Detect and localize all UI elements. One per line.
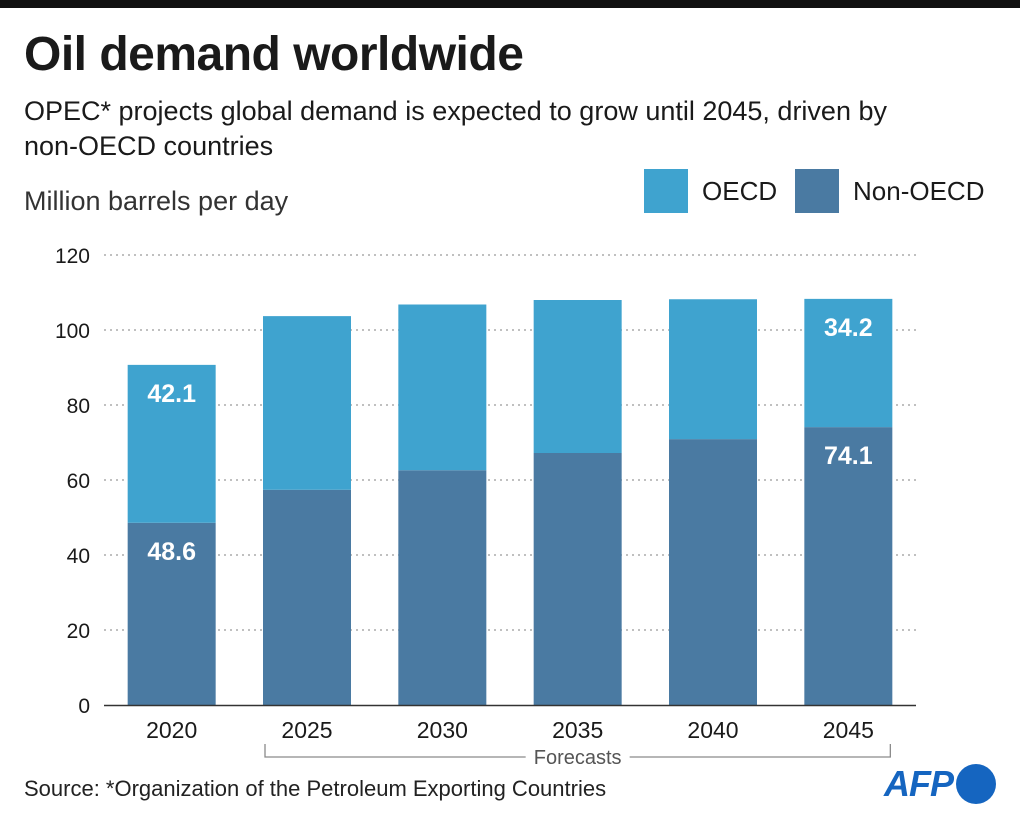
y-tick-label: 120: [55, 245, 90, 268]
bar-non-oecd-2035: [533, 453, 622, 705]
bar-oecd-2040: [669, 299, 757, 440]
legend-swatch-oecd: [644, 169, 688, 213]
y-tick-label: 40: [67, 545, 90, 568]
afp-logo-text: AFP: [884, 763, 954, 804]
forecast-bracket-right: [629, 744, 891, 758]
legend-item-oecd: OECD: [644, 168, 777, 214]
y-tick-label: 0: [78, 695, 90, 718]
bar-oecd-2020: [127, 364, 216, 523]
forecast-bracket-left: [264, 744, 526, 758]
y-tick-label: 20: [67, 620, 90, 643]
y-tick-label: 100: [55, 320, 90, 343]
bar-non-oecd-2025: [263, 489, 351, 705]
bar-oecd-2030: [398, 304, 487, 471]
bar-non-oecd-2030: [398, 470, 487, 705]
bar-oecd-2045: [804, 298, 893, 428]
legend-label-non-oecd: Non-OECD: [853, 175, 985, 206]
afp-logo-dot-icon: [956, 764, 996, 804]
bar-non-oecd-2045: [804, 427, 893, 705]
legend-item-non-oecd: Non-OECD: [795, 168, 984, 214]
forecast-label: Forecasts: [534, 747, 622, 769]
data-label: 42.1: [147, 380, 196, 408]
legend-label-oecd: OECD: [702, 175, 778, 206]
chart-title: Oil demand worldwide: [24, 28, 524, 81]
y-tick-label: 60: [67, 470, 90, 493]
x-tick-label: 2045: [823, 717, 874, 743]
data-label: 74.1: [824, 442, 873, 470]
afp-logo: AFP: [884, 764, 996, 804]
y-tick-label: 80: [67, 395, 90, 418]
top-rule: [0, 0, 1020, 8]
source-note: Source: *Organization of the Petroleum E…: [24, 776, 607, 801]
bar-oecd-2025: [263, 316, 351, 490]
bar-non-oecd-2040: [669, 439, 757, 705]
bar-non-oecd-2020: [127, 522, 216, 705]
bar-oecd-2035: [533, 300, 622, 453]
x-tick-label: 2025: [281, 717, 332, 743]
chart-subtitle: OPEC* projects global demand is expected…: [24, 96, 887, 161]
x-tick-label: 2030: [417, 717, 468, 743]
data-label: 34.2: [824, 314, 873, 342]
x-tick-label: 2020: [146, 717, 197, 743]
x-tick-label: 2040: [687, 717, 738, 743]
data-label: 48.6: [147, 538, 196, 566]
unit-label: Million barrels per day: [24, 186, 289, 216]
x-tick-label: 2035: [552, 717, 603, 743]
legend-swatch-non-oecd: [795, 169, 839, 213]
